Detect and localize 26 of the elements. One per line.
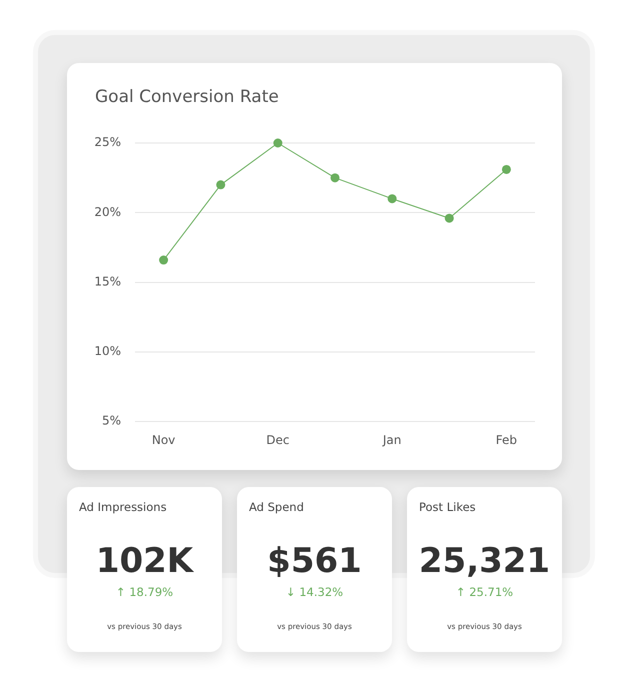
text: 102K — [94, 541, 195, 581]
point — [444, 214, 454, 223]
point — [216, 180, 226, 190]
point — [502, 164, 511, 174]
text: 25,321 — [418, 541, 552, 581]
x-tick-label: Feb — [496, 432, 518, 447]
text: Ad Spend — [249, 500, 304, 514]
point — [330, 173, 340, 182]
text: $561 — [266, 541, 363, 581]
x-tick-label: Nov — [152, 432, 176, 447]
point — [273, 138, 282, 148]
point — [388, 194, 397, 204]
x-tick-label: Dec — [266, 432, 290, 447]
point — [159, 256, 168, 265]
text: ↑ 25.71% — [454, 585, 514, 599]
chart-title: Goal Conversion Rate — [95, 87, 279, 107]
text: Ad Impressions — [79, 500, 167, 514]
y-tick-label: 5% — [102, 414, 121, 428]
x-tick-label: Jan — [382, 432, 402, 447]
y-tick-label: 25% — [94, 135, 121, 150]
y-tick-label: 10% — [94, 344, 121, 358]
text: Post Likes — [419, 500, 476, 514]
text: ↓ 14.32% — [284, 585, 344, 599]
y-tick-label: 15% — [94, 274, 121, 288]
text: ↑ 18.79% — [114, 585, 174, 599]
y-tick-label: 20% — [94, 204, 121, 219]
